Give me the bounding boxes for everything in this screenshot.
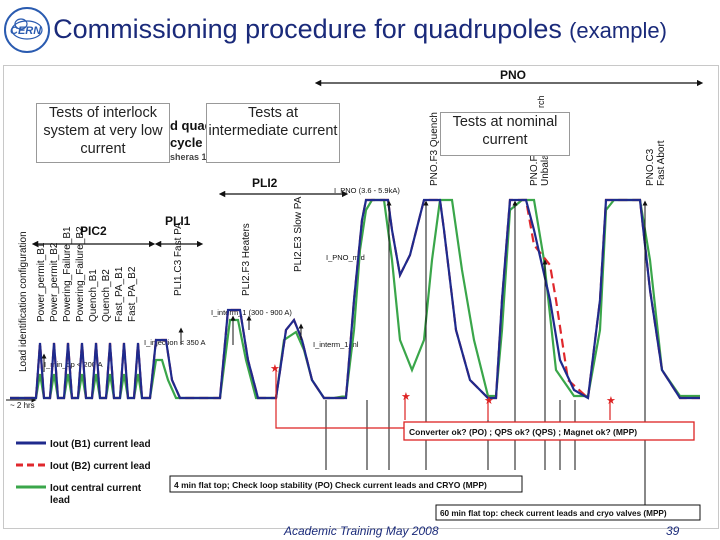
legend-b2: Iout (B2) current lead (50, 461, 151, 472)
current-label-min-op: I_min_op < 200 A (44, 360, 103, 369)
page-title: Commissioning procedure for quadrupoles … (53, 14, 667, 44)
vlabel-pli2-f3: PLI2.F3 Heaters (241, 223, 252, 296)
vlabel-pno-f3: PNO.F3 Quench (429, 112, 440, 186)
vlabel-power-permit-b1: Power_permit_B1 (36, 242, 47, 322)
vlabel-pno-fast-abort: Fast Abort (656, 140, 667, 186)
svg-text:★: ★ (484, 395, 494, 407)
sixty-min-box (435, 504, 701, 521)
vlabel-quench-b2: Quench_B2 (101, 269, 112, 322)
curve-b1 (10, 198, 700, 400)
overlay-nominal-current: Tests at nominal current (440, 112, 570, 156)
phase-label-pli2: PLI2 (252, 176, 278, 190)
phase-label-pic2: PIC2 (80, 224, 107, 238)
sixty-min-text: 60 min flat top: check current leads and… (440, 509, 667, 518)
check-stars: ★ ★ ★ ★ (270, 363, 616, 407)
footer-text: Academic Training May 2008 (284, 524, 439, 538)
vlabel-fast-pa-b2: Fast_PA_B2 (127, 266, 138, 322)
legend: Iout (B1) current lead Iout (B2) current… (16, 439, 151, 506)
red-connector (275, 368, 611, 429)
current-label-interm1-short: I_interm_1_nl (313, 340, 359, 349)
current-label-pno-mid: I_PNO_mid (326, 253, 365, 262)
partial-title-quad: d quad (170, 118, 213, 133)
vlabel-pli1-c3: PLI1.C3 Fast PA (173, 222, 184, 296)
page-number: 39 (666, 524, 680, 538)
cern-logo: CERN (4, 7, 50, 53)
vlabel-pno-f: PNO.F (529, 155, 540, 186)
four-min-box (169, 475, 523, 493)
current-label-interm1: I_interm_1 (300 - 900 A) (211, 308, 292, 317)
vlabel-pno-c3: PNO.C3 (645, 148, 656, 186)
svg-text:CERN: CERN (10, 25, 42, 37)
partial-title-cycle: cycle (170, 135, 203, 150)
vlabel-load-id: Load identification configuration (18, 231, 29, 372)
legend-central: Iout central current (50, 483, 142, 494)
phase-brackets (31, 79, 704, 248)
converter-check-box (403, 421, 695, 441)
legend-cut: lead (50, 495, 70, 506)
partial-title-rch: rch (536, 95, 546, 108)
current-label-pno: I_PNO (3.6 - 5.9kA) (334, 186, 400, 195)
vertical-labels: Load identification configuration Power_… (18, 112, 667, 372)
legend-b1: Iout (B1) current lead (50, 439, 151, 450)
current-label-injection: I_injection < 350 A (144, 338, 206, 347)
overlay-low-current: Tests of interlock system at very low cu… (36, 103, 170, 163)
phase-label-pli1: PLI1 (165, 214, 191, 228)
vlabel-fast-pa-b1: Fast_PA_B1 (114, 266, 125, 322)
converter-check-text: Converter ok? (PO) ; QPS ok? (QPS) ; Mag… (409, 427, 637, 437)
svg-text:★: ★ (401, 391, 411, 403)
vlabel-quench-b1: Quench_B1 (88, 269, 99, 322)
vlabel-powering-failure-b1: Powering_Failure_B1 (62, 226, 73, 322)
vlabel-power-permit-b2: Power_permit_B2 (49, 242, 60, 322)
four-min-text: 4 min flat top; Check loop stability (PO… (174, 480, 487, 490)
vlabel-pli2-e3: PLI2.E3 Slow PA (293, 196, 304, 272)
svg-text:★: ★ (606, 395, 616, 407)
time-note: ~ 2 hrs (10, 401, 35, 410)
partial-title-sheras: sheras 1 (170, 152, 207, 162)
vlabel-pno-unbal: Unbala (540, 154, 551, 186)
diagram-panel (3, 65, 719, 529)
overlay-intermediate-current: Tests at intermediate current (206, 103, 340, 163)
svg-text:★: ★ (270, 363, 280, 375)
phase-label-pno: PNO (500, 68, 526, 82)
vlabel-powering-failure-b2: Powering_Failure_B2 (75, 226, 86, 322)
